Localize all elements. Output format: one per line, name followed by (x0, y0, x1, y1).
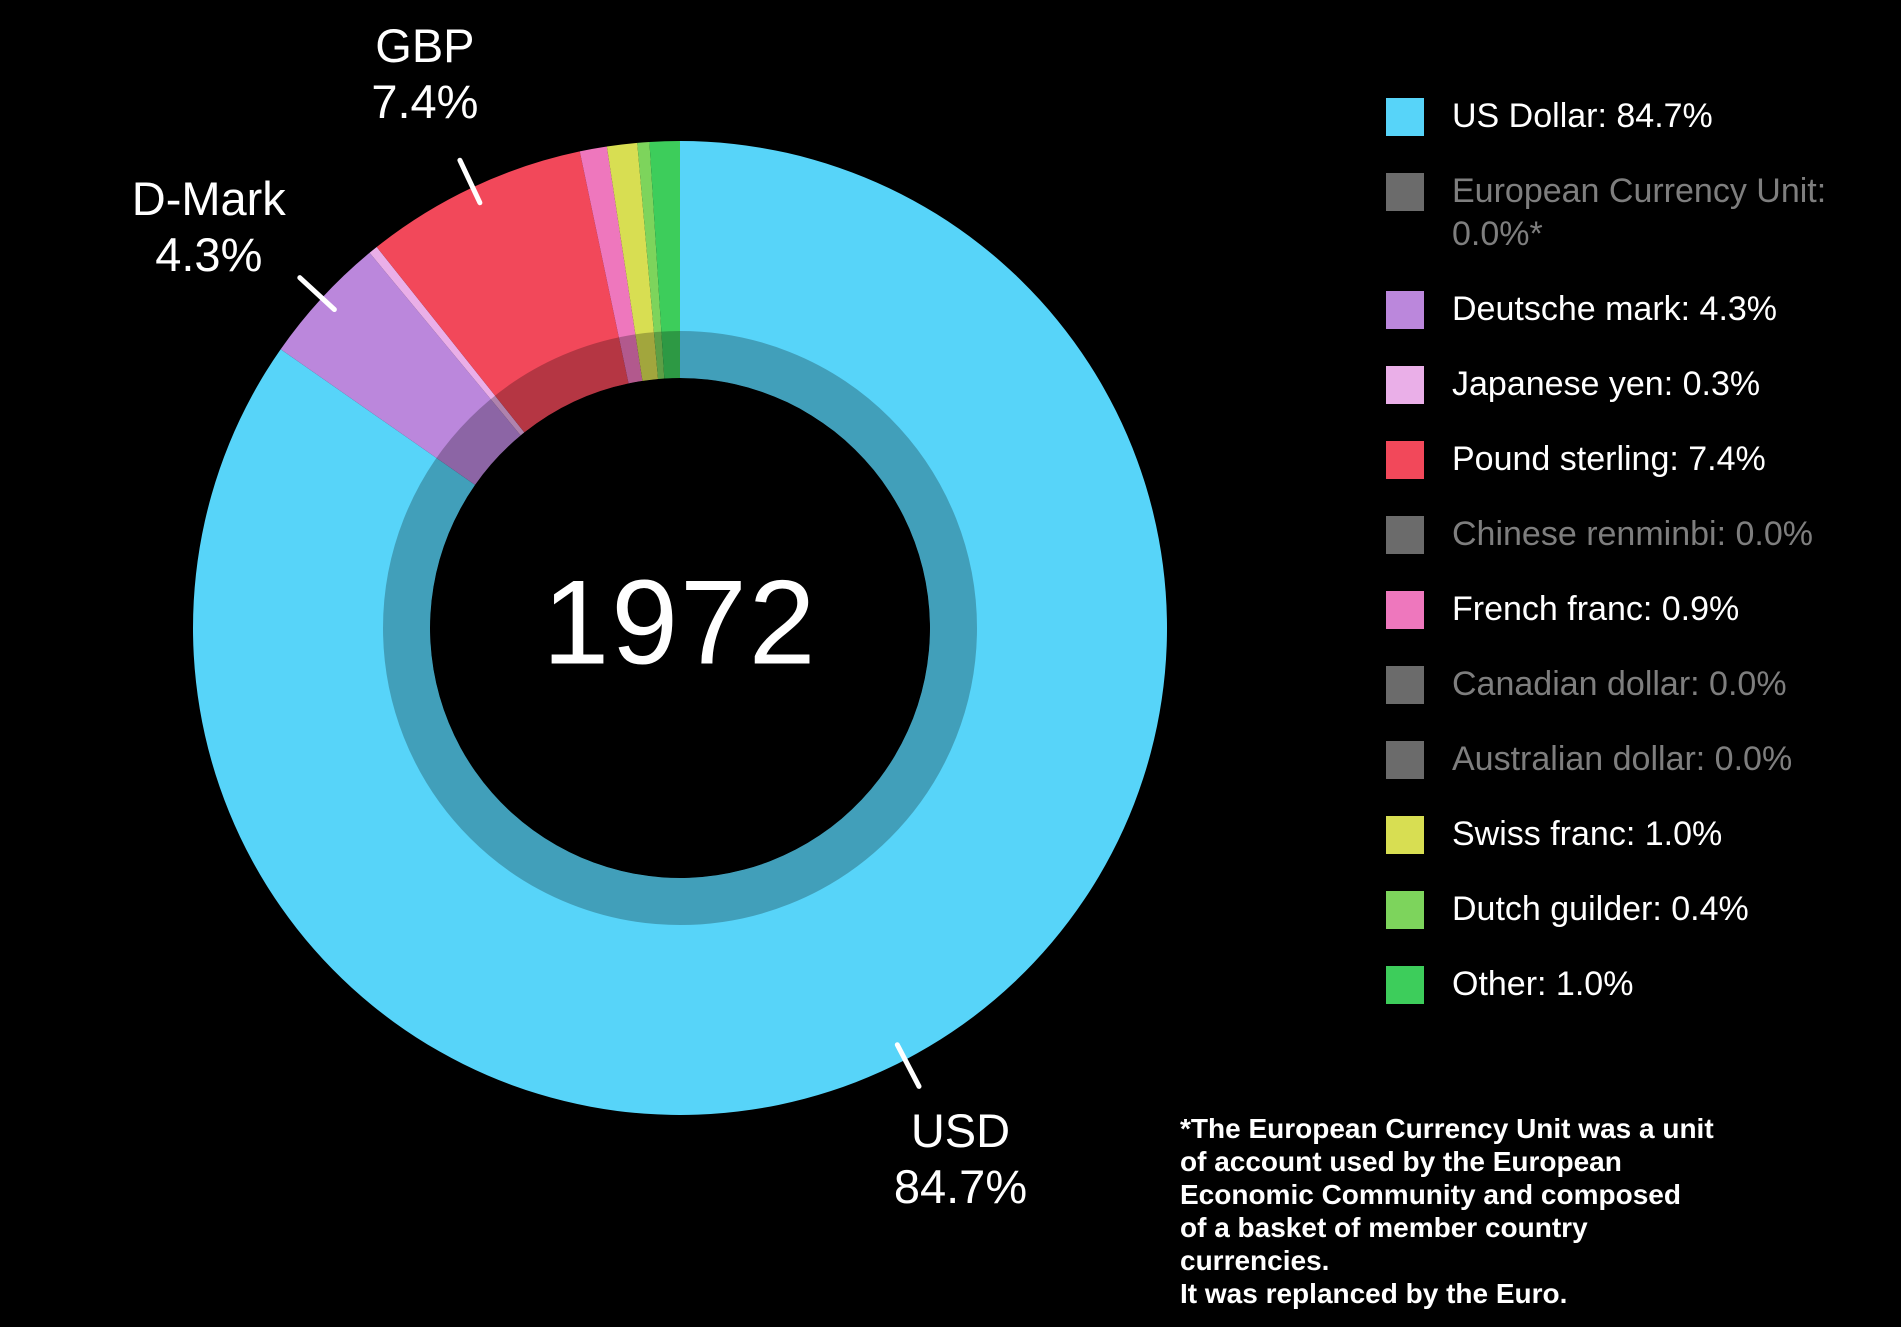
slice-french-franc[interactable] (579, 146, 643, 384)
legend-swatch (1386, 441, 1424, 479)
legend-item-chinese-renminbi[interactable]: Chinese renminbi: 0.0% (1386, 513, 1838, 556)
legend-swatch (1386, 366, 1424, 404)
callout-currency-pct: 7.4% (371, 74, 479, 128)
legend-item-deutsche-mark[interactable]: Deutsche mark: 4.3% (1386, 288, 1838, 331)
slice-us-dollar[interactable] (193, 141, 1168, 1115)
legend-item-japanese-yen[interactable]: Japanese yen: 0.3% (1386, 363, 1838, 406)
inner-shadow-ring (383, 331, 977, 925)
legend-label: Dutch guilder: 0.4% (1452, 890, 1749, 928)
callout-label-d-mark: D-Mark 4.3% (132, 171, 286, 283)
legend-item-french-franc[interactable]: French franc: 0.9% (1386, 588, 1838, 631)
legend-swatch (1386, 591, 1424, 629)
legend-item-european-currency-unit[interactable]: European Currency Unit: 0.0%* (1386, 170, 1838, 256)
legend-swatch (1386, 966, 1424, 1004)
legend-item-other[interactable]: Other: 1.0% (1386, 963, 1838, 1006)
legend-label: Japanese yen: 0.3% (1452, 365, 1761, 403)
footnote: *The European Currency Unit was a unit o… (1180, 1113, 1714, 1309)
legend-label: Swiss franc: 1.0% (1452, 815, 1723, 853)
legend-label: French franc: 0.9% (1452, 590, 1740, 628)
legend-label: European Currency Unit: 0.0%* (1452, 172, 1827, 253)
legend-swatch (1386, 173, 1424, 211)
legend-swatch (1386, 516, 1424, 554)
callout-label-gbp: GBP 7.4% (371, 18, 478, 130)
callout-currency-pct: 4.3% (155, 227, 263, 281)
slice-dutch-guilder[interactable] (637, 141, 665, 379)
callout-line-gbp (457, 157, 483, 206)
legend-label: Canadian dollar: 0.0% (1452, 665, 1787, 703)
legend-item-pound-sterling[interactable]: Pound sterling: 7.4% (1386, 438, 1838, 481)
legend-label: Australian dollar: 0.0% (1452, 740, 1793, 778)
slice-deutsche-mark[interactable] (280, 252, 521, 485)
callout-currency-pct: 84.7% (893, 1159, 1028, 1213)
legend-swatch (1386, 98, 1424, 136)
legend: US Dollar: 84.7% European Currency Unit: … (1386, 95, 1838, 1038)
callout-currency-name: D-Mark (131, 171, 286, 225)
legend-item-australian-dollar[interactable]: Australian dollar: 0.0% (1386, 738, 1838, 781)
legend-swatch (1386, 816, 1424, 854)
legend-label: Chinese renminbi: 0.0% (1452, 515, 1813, 553)
legend-item-us-dollar[interactable]: US Dollar: 84.7% (1386, 95, 1838, 138)
slice-swiss-franc[interactable] (606, 142, 659, 381)
legend-label: US Dollar: 84.7% (1452, 97, 1713, 135)
legend-item-dutch-guilder[interactable]: Dutch guilder: 0.4% (1386, 888, 1838, 931)
callout-currency-name: GBP (375, 18, 475, 72)
slice-other[interactable] (649, 141, 680, 379)
slice-japanese-yen[interactable] (369, 246, 525, 436)
callout-line-usd (894, 1042, 922, 1089)
callout-label-usd: USD 84.7% (894, 1103, 1027, 1215)
legend-swatch (1386, 666, 1424, 704)
callout-line-d-mark (297, 275, 337, 313)
callout-currency-name: USD (910, 1103, 1011, 1157)
legend-item-swiss-franc[interactable]: Swiss franc: 1.0% (1386, 813, 1838, 856)
center-year-label: 1972 (542, 555, 818, 690)
legend-label: Pound sterling: 7.4% (1452, 440, 1766, 478)
legend-label: Other: 1.0% (1452, 965, 1634, 1003)
legend-item-canadian-dollar[interactable]: Canadian dollar: 0.0% (1386, 663, 1838, 706)
legend-swatch (1386, 291, 1424, 329)
slice-pound-sterling[interactable] (376, 151, 629, 433)
legend-swatch (1386, 741, 1424, 779)
legend-label: Deutsche mark: 4.3% (1452, 290, 1778, 328)
legend-swatch (1386, 891, 1424, 929)
